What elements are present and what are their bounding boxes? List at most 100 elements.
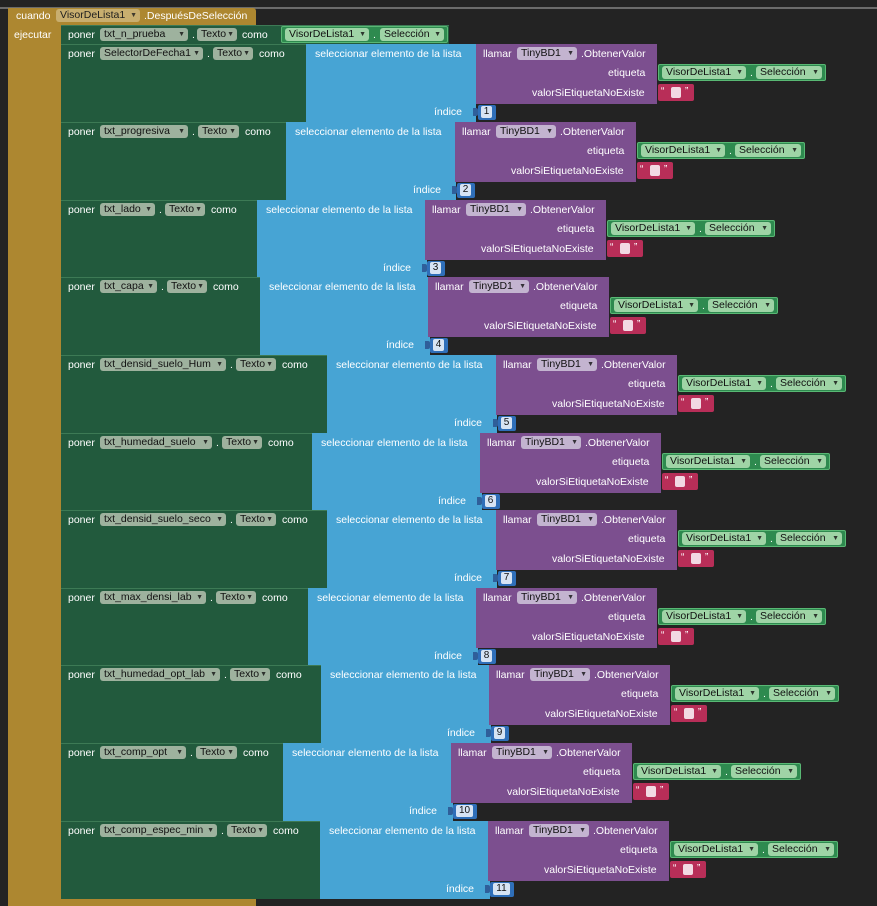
- getter-component-dropdown[interactable]: VisorDeLista1 ▼: [641, 144, 725, 157]
- text-string-block[interactable]: “”: [607, 240, 643, 257]
- empty-text-field[interactable]: [684, 708, 694, 719]
- set-component-dropdown[interactable]: txt_max_densi_lab ▼: [100, 591, 206, 604]
- select-list-item-block[interactable]: [320, 821, 490, 899]
- set-block[interactable]: [61, 277, 265, 355]
- index-number-field[interactable]: 2: [460, 184, 471, 196]
- text-string-block[interactable]: “”: [678, 395, 714, 412]
- first-set-property-dropdown[interactable]: Texto ▼: [197, 28, 237, 41]
- getter-component-dropdown[interactable]: VisorDeLista1 ▼: [611, 222, 695, 235]
- getter-component-dropdown[interactable]: VisorDeLista1 ▼: [662, 66, 746, 79]
- getter-component-dropdown[interactable]: VisorDeLista1 ▼: [674, 843, 758, 856]
- first-set-component-dropdown[interactable]: txt_n_prueba ▼: [100, 28, 188, 41]
- tinydb-component-dropdown[interactable]: TinyBD1 ▼: [529, 824, 589, 837]
- set-property-dropdown[interactable]: Texto ▼: [222, 436, 262, 449]
- index-number-field[interactable]: 6: [485, 495, 496, 507]
- set-component-dropdown[interactable]: txt_lado ▼: [100, 203, 155, 216]
- index-number-field[interactable]: 11: [493, 883, 510, 895]
- select-list-item-block[interactable]: [312, 433, 482, 511]
- index-number-field[interactable]: 1: [481, 106, 492, 118]
- tinydb-component-dropdown[interactable]: TinyBD1 ▼: [496, 125, 556, 138]
- empty-text-field[interactable]: [691, 553, 701, 564]
- getter-component-dropdown[interactable]: VisorDeLista1 ▼: [682, 377, 766, 390]
- number-block[interactable]: 11: [490, 882, 514, 897]
- text-string-block[interactable]: “”: [662, 473, 698, 490]
- index-number-field[interactable]: 8: [481, 650, 492, 662]
- number-block[interactable]: 8: [478, 649, 496, 664]
- number-block[interactable]: 5: [498, 416, 516, 431]
- getter-property-dropdown[interactable]: Selección ▼: [708, 299, 774, 312]
- tinydb-component-dropdown[interactable]: TinyBD1 ▼: [492, 746, 552, 759]
- event-block-footer[interactable]: [8, 895, 256, 906]
- index-number-field[interactable]: 4: [433, 339, 444, 351]
- tinydb-component-dropdown[interactable]: TinyBD1 ▼: [537, 358, 597, 371]
- select-list-item-block[interactable]: [327, 355, 497, 433]
- tinydb-component-dropdown[interactable]: TinyBD1 ▼: [517, 47, 577, 60]
- set-block[interactable]: [61, 200, 262, 278]
- set-property-dropdown[interactable]: Texto ▼: [165, 203, 205, 216]
- set-component-dropdown[interactable]: txt_capa ▼: [100, 280, 157, 293]
- empty-text-field[interactable]: [646, 786, 656, 797]
- set-property-dropdown[interactable]: Texto ▼: [230, 668, 270, 681]
- set-property-dropdown[interactable]: Texto ▼: [236, 358, 276, 371]
- number-block[interactable]: 7: [498, 571, 516, 586]
- empty-text-field[interactable]: [675, 476, 685, 487]
- set-property-dropdown[interactable]: Texto ▼: [198, 125, 239, 138]
- empty-text-field[interactable]: [691, 398, 701, 409]
- getter-property-dropdown[interactable]: Selección ▼: [756, 610, 822, 623]
- getter-component-dropdown[interactable]: VisorDeLista1 ▼: [637, 765, 721, 778]
- first-getter-property-dropdown[interactable]: Selección ▼: [380, 28, 444, 41]
- getter-property-dropdown[interactable]: Selección ▼: [735, 144, 801, 157]
- text-string-block[interactable]: “”: [671, 705, 707, 722]
- set-property-dropdown[interactable]: Texto ▼: [213, 47, 253, 60]
- getter-component-dropdown[interactable]: VisorDeLista1 ▼: [675, 687, 759, 700]
- getter-component-dropdown[interactable]: VisorDeLista1 ▼: [682, 532, 766, 545]
- empty-text-field[interactable]: [671, 87, 681, 98]
- getter-property-dropdown[interactable]: Selección ▼: [756, 66, 822, 79]
- getter-property-dropdown[interactable]: Selección ▼: [776, 532, 842, 545]
- getter-component-dropdown[interactable]: VisorDeLista1 ▼: [662, 610, 746, 623]
- set-component-dropdown[interactable]: txt_humedad_suelo ▼: [100, 436, 212, 449]
- index-number-field[interactable]: 5: [501, 417, 512, 429]
- empty-text-field[interactable]: [650, 165, 660, 176]
- select-list-item-block[interactable]: [306, 44, 476, 122]
- index-number-field[interactable]: 10: [456, 805, 473, 817]
- text-string-block[interactable]: “”: [610, 317, 646, 334]
- tinydb-component-dropdown[interactable]: TinyBD1 ▼: [537, 513, 597, 526]
- set-component-dropdown[interactable]: txt_comp_espec_min ▼: [100, 824, 217, 837]
- empty-text-field[interactable]: [683, 864, 693, 875]
- event-block-body[interactable]: [8, 8, 61, 898]
- getter-component-dropdown[interactable]: VisorDeLista1 ▼: [614, 299, 698, 312]
- text-string-block[interactable]: “”: [637, 162, 673, 179]
- select-list-item-block[interactable]: [327, 510, 497, 588]
- getter-component-dropdown[interactable]: VisorDeLista1 ▼: [666, 455, 750, 468]
- tinydb-component-dropdown[interactable]: TinyBD1 ▼: [469, 280, 529, 293]
- set-property-dropdown[interactable]: Texto ▼: [227, 824, 267, 837]
- index-number-field[interactable]: 7: [501, 572, 512, 584]
- select-list-item-block[interactable]: [321, 665, 491, 743]
- getter-property-dropdown[interactable]: Selección ▼: [760, 455, 826, 468]
- number-block[interactable]: 3: [427, 261, 445, 276]
- set-property-dropdown[interactable]: Texto ▼: [167, 280, 207, 293]
- getter-property-dropdown[interactable]: Selección ▼: [731, 765, 797, 778]
- set-property-dropdown[interactable]: Texto ▼: [216, 591, 256, 604]
- empty-text-field[interactable]: [671, 631, 681, 642]
- tinydb-component-dropdown[interactable]: TinyBD1 ▼: [521, 436, 581, 449]
- set-component-dropdown[interactable]: txt_densid_suelo_Hum ▼: [100, 358, 226, 371]
- number-block[interactable]: 9: [491, 726, 509, 741]
- empty-text-field[interactable]: [620, 243, 630, 254]
- number-block[interactable]: 6: [482, 494, 500, 509]
- text-string-block[interactable]: “”: [658, 628, 694, 645]
- select-list-item-block[interactable]: [260, 277, 430, 355]
- set-component-dropdown[interactable]: txt_comp_opt ▼: [100, 746, 186, 759]
- tinydb-component-dropdown[interactable]: TinyBD1 ▼: [466, 203, 526, 216]
- set-component-dropdown[interactable]: txt_densid_suelo_seco ▼: [100, 513, 226, 526]
- select-list-item-block[interactable]: [283, 743, 453, 821]
- text-string-block[interactable]: “”: [633, 783, 669, 800]
- number-block[interactable]: 1: [478, 105, 496, 120]
- number-block[interactable]: 2: [457, 183, 475, 198]
- empty-text-field[interactable]: [623, 320, 633, 331]
- select-list-item-block[interactable]: [308, 588, 478, 666]
- set-property-dropdown[interactable]: Texto ▼: [196, 746, 237, 759]
- event-component-dropdown[interactable]: VisorDeLista1 ▼: [56, 9, 140, 22]
- index-number-field[interactable]: 3: [430, 262, 441, 274]
